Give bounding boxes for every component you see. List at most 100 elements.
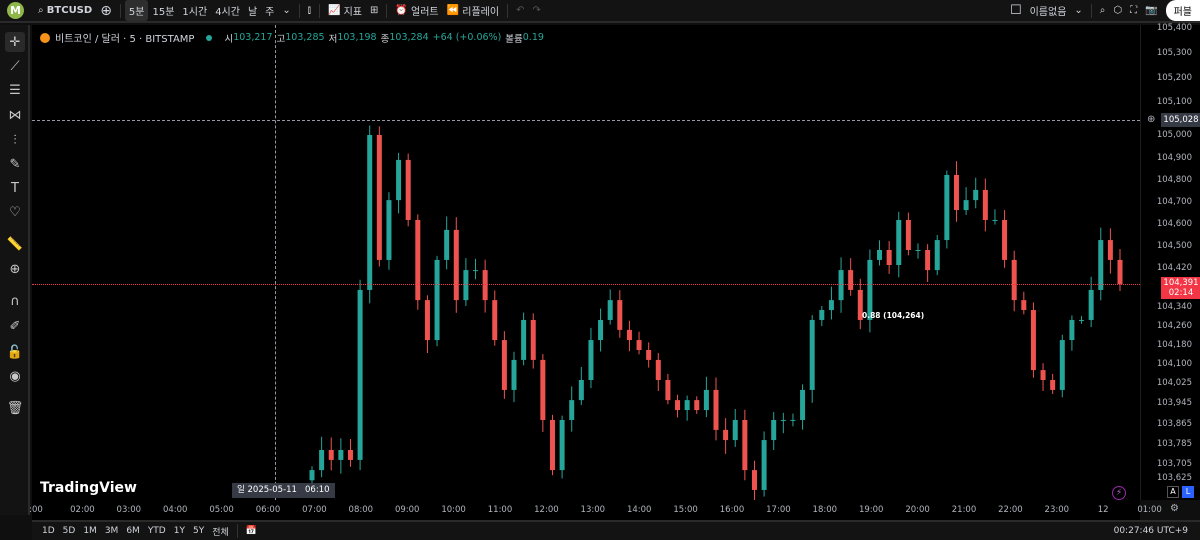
price-tick-label: 104,800 bbox=[1156, 175, 1192, 185]
alert-label: 얼러트 bbox=[411, 7, 439, 18]
magnet-icon[interactable]: ∩ bbox=[10, 293, 20, 309]
auto-scale-button[interactable]: A bbox=[1167, 486, 1179, 498]
time-tick-label: 21:00 bbox=[951, 505, 977, 515]
interval-day[interactable]: 날 bbox=[247, 7, 258, 18]
trash-icon[interactable]: 🗑 bbox=[6, 400, 24, 416]
price-axis[interactable]: 103,625 103,705 103,785 103,865 103,945 104,0… bbox=[1140, 23, 1200, 500]
time-tick-label: 07:00 bbox=[302, 505, 327, 515]
lightning-icon[interactable]: ⚡ bbox=[1112, 486, 1126, 500]
range-1d[interactable]: 1D bbox=[42, 526, 55, 536]
candle bbox=[463, 258, 469, 306]
chevron-down-icon[interactable]: ⌄ bbox=[1074, 5, 1083, 16]
bitcoin-icon bbox=[40, 32, 50, 43]
candle bbox=[848, 258, 854, 296]
symbol-title[interactable]: 비트코인 / 달러 · 5 · BITSTAMP bbox=[55, 34, 195, 45]
brush-icon[interactable]: ✎ bbox=[9, 156, 21, 172]
camera-icon[interactable]: 📷 bbox=[1145, 5, 1158, 16]
price-tick-label: 105,400 bbox=[1156, 23, 1192, 33]
last-price-label: 104,391 02:14 bbox=[1161, 277, 1200, 299]
trend-line-icon[interactable]: ⟋ bbox=[10, 58, 20, 74]
volume-value: 0.19 bbox=[522, 32, 544, 43]
time-tick-label: 18:00 bbox=[812, 505, 838, 515]
candle bbox=[347, 439, 353, 467]
eye-icon[interactable]: ◉ bbox=[9, 368, 21, 384]
range-1m[interactable]: 1M bbox=[83, 526, 97, 536]
price-tick-label: 104,900 bbox=[1156, 153, 1192, 163]
crosshair-icon[interactable]: ✛ bbox=[5, 32, 25, 52]
layout-name[interactable]: 이름없음 bbox=[1029, 7, 1067, 18]
candle bbox=[886, 241, 892, 274]
candle bbox=[982, 178, 988, 232]
interval-week[interactable]: 주 bbox=[265, 7, 275, 18]
change-value: +64 (+0.06%) bbox=[432, 32, 502, 43]
candle-type-icon[interactable]: ⫾ bbox=[307, 5, 311, 16]
lock-drawing-icon[interactable]: ✐ bbox=[9, 318, 21, 334]
price-tick-label: 103,785 bbox=[1156, 439, 1192, 449]
range-5d[interactable]: 5D bbox=[62, 526, 76, 536]
pattern-icon[interactable]: ⋈ bbox=[8, 107, 22, 123]
undo-icon[interactable]: ↶ bbox=[516, 5, 525, 16]
user-avatar[interactable]: M bbox=[7, 2, 24, 19]
candle bbox=[1069, 315, 1075, 351]
quick-search-icon[interactable]: ⌕ bbox=[1099, 5, 1106, 16]
chevron-down-icon[interactable]: ⌄ bbox=[282, 5, 291, 16]
price-tick-label: 105,100 bbox=[1156, 97, 1192, 107]
settings-icon[interactable]: ⬡ bbox=[1113, 5, 1123, 16]
divider bbox=[318, 3, 320, 18]
candle bbox=[338, 438, 344, 474]
candle bbox=[655, 353, 661, 391]
candle bbox=[511, 351, 517, 403]
layout-checkbox-icon[interactable]: ☐ bbox=[1009, 3, 1022, 18]
axis-settings-icon[interactable]: ⚙ bbox=[1170, 503, 1179, 514]
range-6m[interactable]: 6M bbox=[126, 526, 140, 536]
range-3m[interactable]: 3M bbox=[104, 526, 119, 536]
heart-icon[interactable]: ♡ bbox=[9, 204, 21, 220]
projection-icon[interactable]: ⫶ bbox=[13, 132, 17, 148]
candle bbox=[761, 431, 767, 497]
top-toolbar: M ⌕ BTCUSD ⊕ 5분 15분 1시간 4시간 날 주 ⌄ ⫾ 📈 지표… bbox=[0, 0, 1200, 23]
fib-icon[interactable]: ☰ bbox=[9, 82, 21, 98]
interval-1h[interactable]: 1시간 bbox=[182, 7, 208, 18]
range-all[interactable]: 전체 bbox=[212, 527, 229, 538]
indicators-button[interactable]: 📈 지표 bbox=[324, 0, 366, 21]
log-scale-button[interactable]: L bbox=[1182, 486, 1194, 498]
layouts-icon[interactable]: ⊞ bbox=[370, 5, 379, 16]
candle bbox=[1098, 227, 1104, 301]
replay-button[interactable]: ⏪ 리플레이 bbox=[443, 0, 503, 21]
divider bbox=[236, 524, 238, 538]
add-symbol-button[interactable]: ⊕ bbox=[100, 2, 112, 19]
time-axis[interactable]: :00 02:00 03:00 04:00 05:00 06:00 07:00 08:00 09… bbox=[29, 500, 1162, 520]
go-to-date-icon[interactable]: 📅 bbox=[245, 526, 257, 536]
range-ytd[interactable]: YTD bbox=[147, 526, 166, 536]
range-1y[interactable]: 1Y bbox=[173, 526, 185, 536]
text-icon[interactable]: T bbox=[11, 180, 19, 196]
range-5y[interactable]: 5Y bbox=[192, 526, 205, 536]
clock[interactable]: 00:27:46 UTC+9 bbox=[1113, 526, 1188, 536]
time-tick-label: 10:00 bbox=[441, 505, 466, 515]
divider bbox=[119, 3, 121, 18]
alert-button[interactable]: ⏰ 얼러트 bbox=[391, 0, 442, 21]
add-alert-icon[interactable]: ⊕ bbox=[1147, 114, 1156, 125]
candle bbox=[646, 342, 652, 368]
interval-5m[interactable]: 5분 bbox=[124, 0, 149, 21]
candle bbox=[723, 418, 729, 454]
redo-icon[interactable]: ↷ bbox=[532, 5, 541, 16]
price-tick-label: 104,420 bbox=[1156, 263, 1192, 273]
candle bbox=[1117, 248, 1123, 291]
tradingview-watermark: TradingView bbox=[40, 480, 137, 496]
ruler-icon[interactable]: 📏 bbox=[6, 236, 24, 252]
lock-icon[interactable]: 🔓 bbox=[6, 344, 24, 360]
close-value: 103,284 bbox=[389, 32, 429, 43]
candle bbox=[617, 290, 623, 338]
symbol-search[interactable]: ⌕ BTCUSD bbox=[34, 0, 96, 21]
candle bbox=[780, 412, 786, 434]
interval-15m[interactable]: 15분 bbox=[152, 7, 175, 18]
zoom-in-icon[interactable]: ⊕ bbox=[9, 261, 21, 277]
publish-button[interactable]: 퍼블 bbox=[1165, 0, 1200, 21]
interval-4h[interactable]: 4시간 bbox=[215, 7, 240, 18]
time-tick-label: 06:00 bbox=[255, 505, 281, 515]
fullscreen-icon[interactable]: ⛶ bbox=[1130, 5, 1138, 16]
chart-pane[interactable]: 0.88 (104,264) TradingView 일 2025-05-11 … bbox=[32, 25, 1140, 504]
candle bbox=[992, 209, 998, 225]
price-tick-label: 104,500 bbox=[1156, 241, 1192, 251]
